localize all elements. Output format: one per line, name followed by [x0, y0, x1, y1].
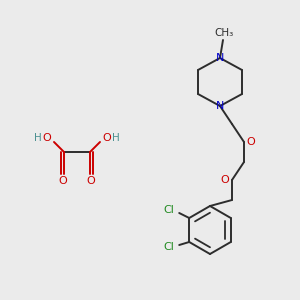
- Text: Cl: Cl: [164, 205, 175, 215]
- Text: Cl: Cl: [164, 242, 175, 252]
- Text: O: O: [58, 176, 68, 186]
- Text: O: O: [87, 176, 95, 186]
- Text: O: O: [247, 137, 255, 147]
- Text: N: N: [216, 101, 224, 111]
- Text: O: O: [103, 133, 111, 143]
- Text: H: H: [34, 133, 42, 143]
- Text: H: H: [112, 133, 120, 143]
- Text: CH₃: CH₃: [214, 28, 234, 38]
- Text: O: O: [220, 175, 230, 185]
- Text: O: O: [43, 133, 51, 143]
- Text: N: N: [216, 53, 224, 63]
